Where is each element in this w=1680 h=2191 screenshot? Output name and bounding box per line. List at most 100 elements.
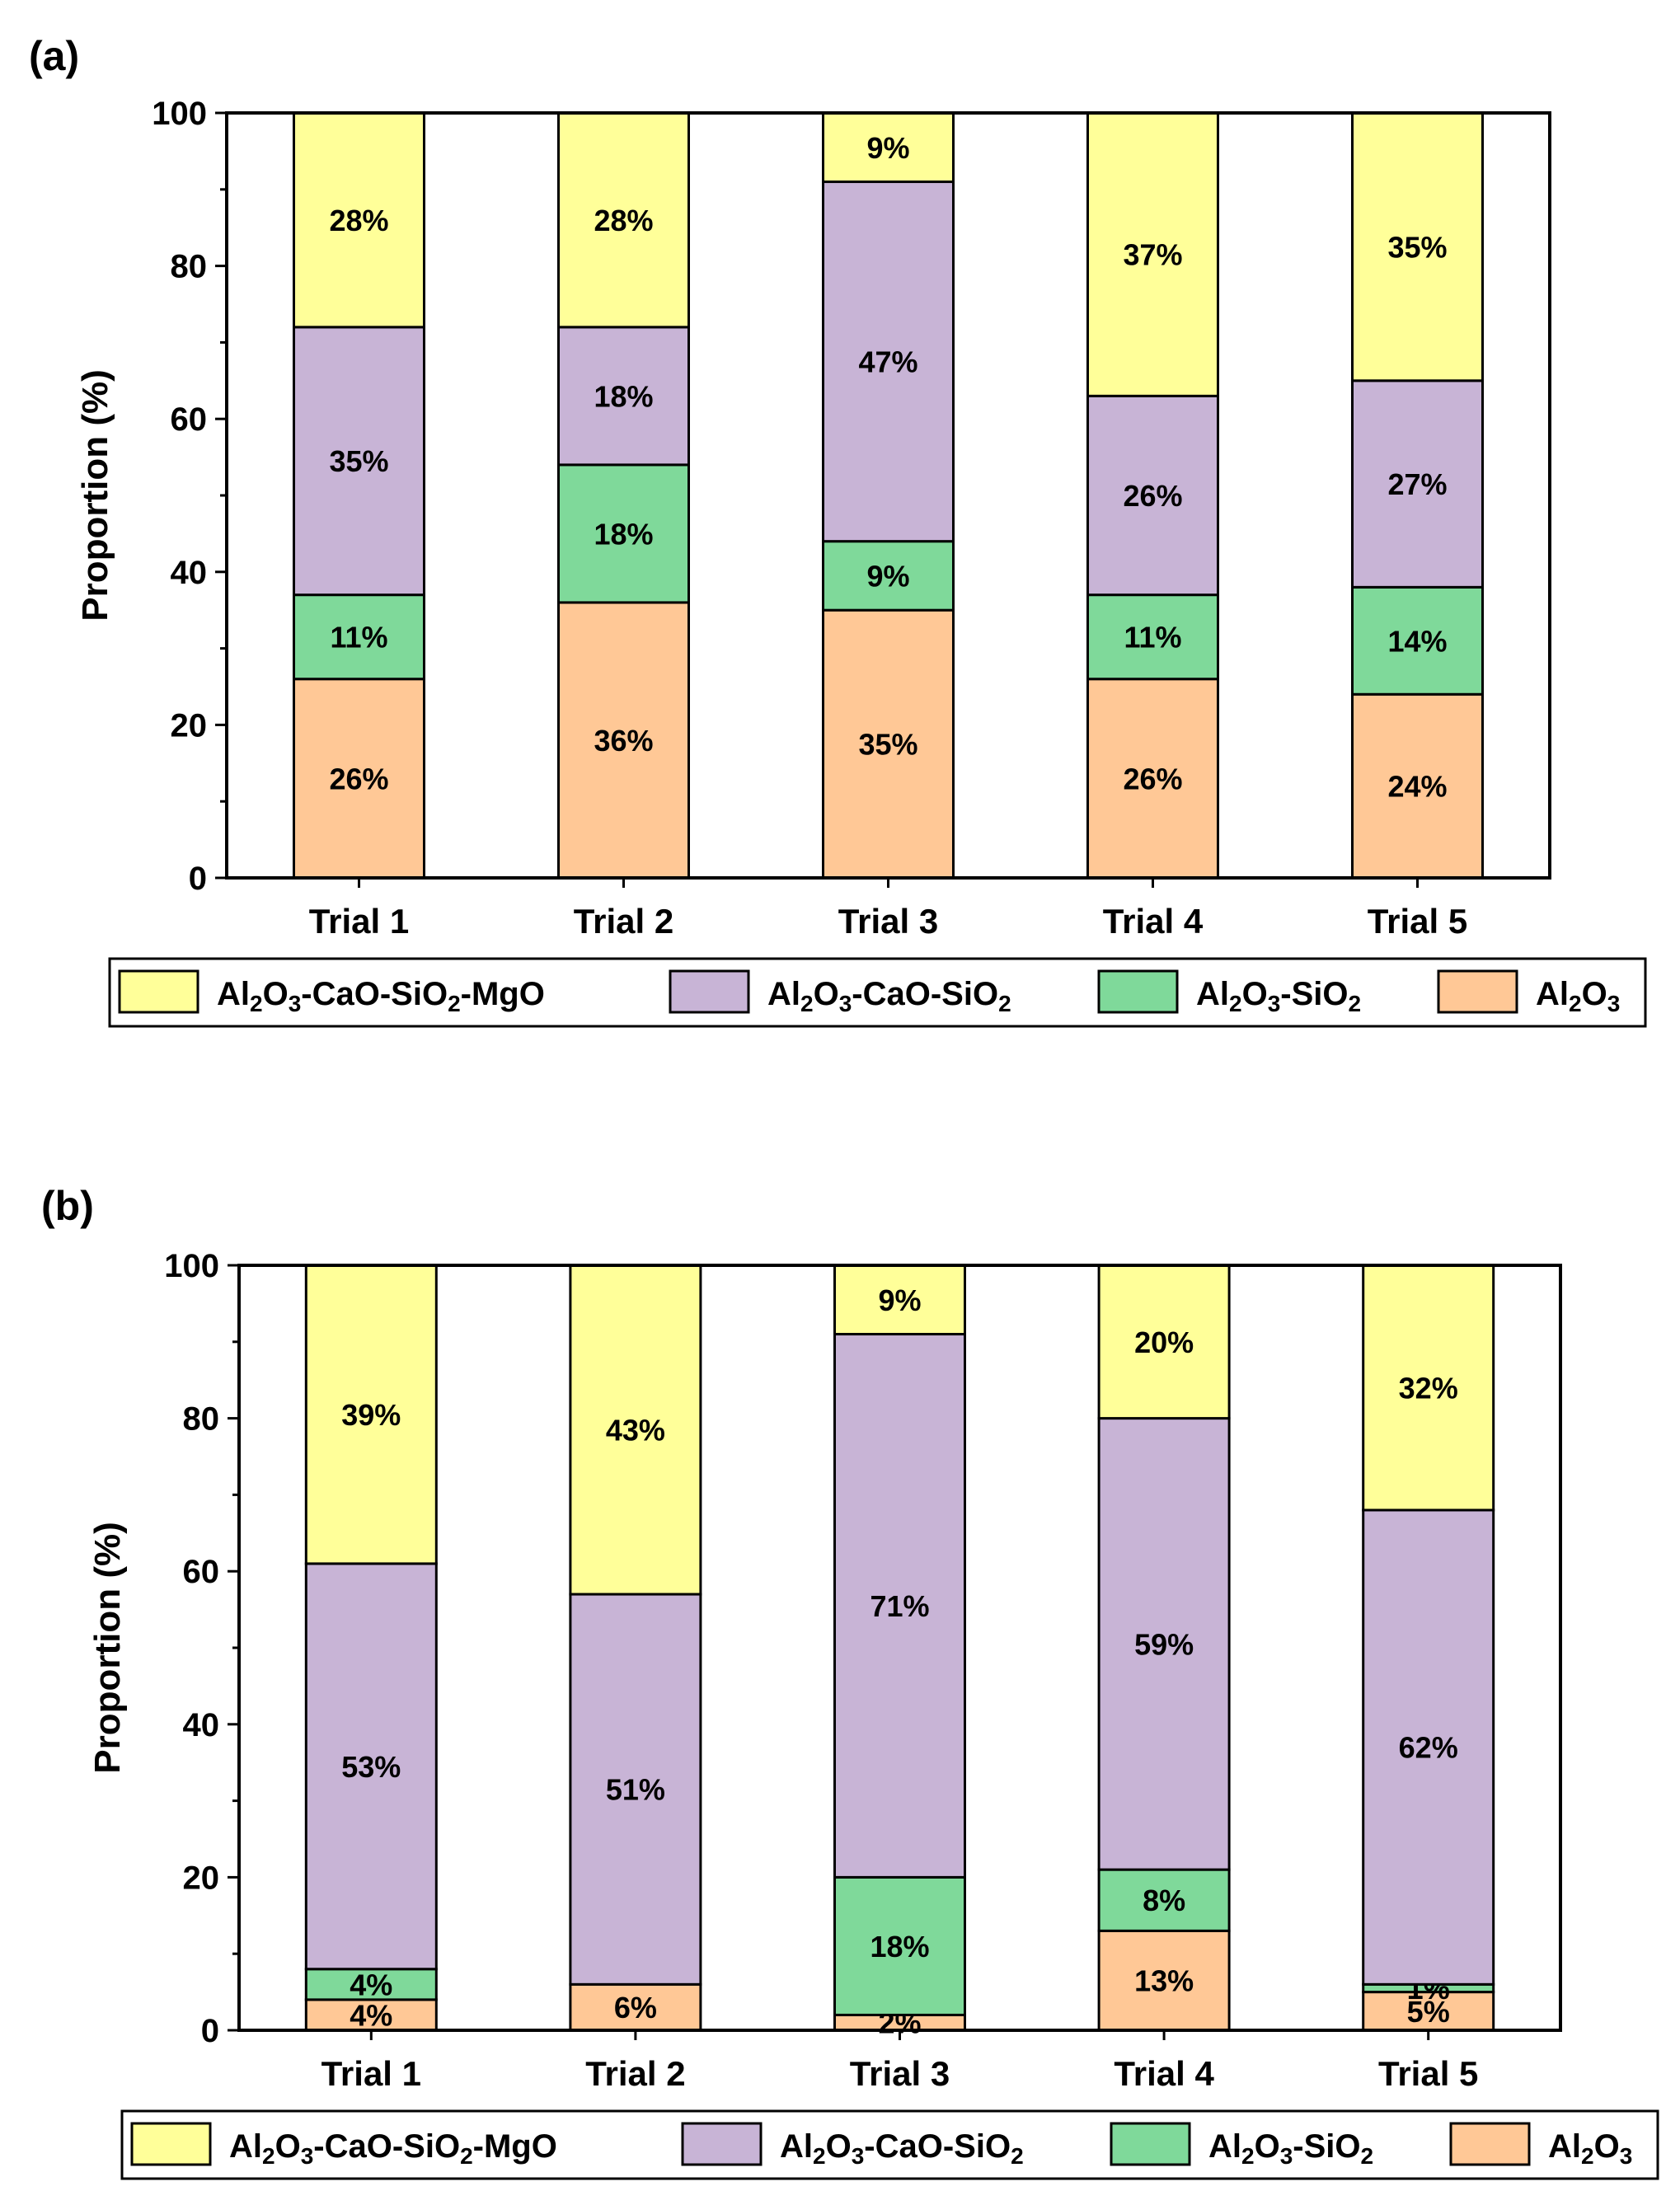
panel-letter: (b) [41, 1183, 94, 1229]
bar-al2o3-sio2-trial-1 [304, 1968, 438, 2001]
legend-label-al2o3-cao-sio2-mgo: Al2O3-CaO-SiO2-MgO [229, 2128, 557, 2169]
legend-swatch-al2o3-cao-sio2-mgo [118, 969, 199, 1014]
bar-al2o3-sio2-trial-4 [1086, 593, 1219, 681]
data-label: 35% [329, 444, 388, 478]
bar-al2o3-cao-sio2-mgo-trial-4 [1086, 111, 1219, 397]
bar-al2o3-trial-5 [1351, 692, 1484, 880]
data-label: 11% [1124, 621, 1181, 654]
data-label: 36% [594, 724, 653, 758]
bar-al2o3-trial-3 [822, 608, 955, 880]
y-tick-label: 60 [183, 1554, 220, 1590]
data-label: 62% [1399, 1731, 1458, 1765]
data-label: 53% [341, 1750, 401, 1784]
legend-label-al2o3: Al2O3 [1536, 976, 1620, 1016]
data-label: 37% [1123, 238, 1182, 272]
bar-al2o3-trial-1 [293, 678, 425, 880]
data-label: 43% [606, 1414, 665, 1447]
bar-al2o3-trial-2 [569, 1982, 702, 2032]
y-axis-label: Proportion (%) [87, 1522, 128, 1774]
bar-al2o3-sio2-trial-1 [293, 593, 425, 681]
legend-swatch-al2o3-cao-sio2-mgo [130, 2122, 212, 2166]
bar-al2o3-cao-sio2-trial-1 [293, 326, 425, 597]
x-tick-label: Trial 2 [585, 2054, 685, 2093]
x-tick-label: Trial 5 [1378, 2054, 1478, 2093]
y-tick-label: 100 [164, 1248, 219, 1284]
legend-label-al2o3-cao-sio2: Al2O3-CaO-SiO2 [767, 976, 1011, 1016]
y-tick-label: 40 [171, 555, 208, 591]
plot-frame [237, 1264, 1562, 2032]
y-tick-label: 60 [171, 401, 208, 438]
y-tick-label: 80 [183, 1401, 220, 1438]
data-label: 13% [1134, 1964, 1194, 1998]
legend-swatch-al2o3-cao-sio2 [669, 969, 750, 1014]
bar-al2o3-cao-sio2-mgo-trial-5 [1351, 111, 1484, 382]
bar-al2o3-cao-sio2-mgo-trial-1 [304, 1264, 438, 1565]
data-label: 18% [870, 1930, 929, 1963]
data-label: 71% [870, 1589, 929, 1623]
y-tick-label: 80 [171, 249, 208, 285]
x-tick-label: Trial 3 [838, 902, 938, 941]
data-label: 9% [866, 131, 909, 165]
chart-panel-b: (b) Proportion (%) 0 20 40 60 80 100 4%4% 53% 39% T… [41, 1183, 1659, 2180]
data-label: 4% [350, 1968, 392, 2001]
bar-al2o3-sio2-trial-2 [557, 463, 690, 604]
y-tick-label: 40 [183, 1707, 220, 1743]
plot-frame [225, 111, 1551, 880]
data-label: 9% [878, 1283, 921, 1317]
y-axis-label: Proportion (%) [75, 369, 115, 622]
data-label: 11% [330, 621, 387, 654]
bar-al2o3-cao-sio2-trial-5 [1351, 379, 1484, 589]
bar-al2o3-cao-sio2-trial-5 [1362, 1508, 1495, 1986]
data-label: 6% [614, 1991, 657, 2024]
bar-al2o3-cao-sio2-mgo-trial-1 [293, 111, 425, 329]
data-label: 18% [594, 517, 653, 551]
bar-al2o3-sio2-trial-4 [1097, 1868, 1231, 1932]
bar-al2o3-cao-sio2-trial-3 [833, 1333, 966, 1879]
x-tick-label: Trial 3 [850, 2054, 950, 2093]
data-label: 9% [866, 559, 909, 593]
bar-al2o3-trial-5 [1362, 1991, 1495, 2032]
bar-al2o3-cao-sio2-mgo-trial-3 [822, 111, 955, 184]
chart-panel-a: (a) Proportion (%) 0 20 40 60 80 100 26% 11% 35% 28… [29, 33, 1647, 1028]
y-tick-label: 0 [189, 861, 207, 897]
data-label: 26% [329, 762, 388, 795]
data-label: 26% [1123, 479, 1182, 513]
legend-swatch-al2o3 [1449, 2122, 1531, 2166]
bar-al2o3-cao-sio2-mgo-trial-2 [557, 111, 690, 329]
x-tick-label: Trial 1 [309, 902, 409, 941]
bar-al2o3-cao-sio2-trial-4 [1097, 1417, 1231, 1871]
y-tick-label: 0 [201, 2013, 219, 2049]
legend-label-al2o3-sio2: Al2O3-SiO2 [1196, 976, 1361, 1016]
data-label: 5% [1407, 1995, 1450, 2029]
data-label: 20% [1134, 1325, 1194, 1359]
data-label: 47% [858, 345, 917, 379]
bar-al2o3-cao-sio2-trial-2 [569, 1593, 702, 1986]
legend-swatch-al2o3-cao-sio2 [681, 2122, 763, 2166]
bar-al2o3-cao-sio2-mgo-trial-5 [1362, 1264, 1495, 1512]
data-label: 32% [1399, 1371, 1458, 1405]
bar-al2o3-cao-sio2-mgo-trial-3 [833, 1264, 966, 1336]
data-label: 28% [329, 204, 388, 237]
data-label: 27% [1387, 467, 1447, 501]
data-label: 24% [1387, 770, 1447, 804]
x-tick-label: Trial 1 [321, 2054, 421, 2093]
legend-frame [108, 957, 1647, 1028]
legend-swatch-al2o3 [1437, 969, 1518, 1014]
data-label: 59% [1134, 1627, 1194, 1661]
legend-label-al2o3-cao-sio2: Al2O3-CaO-SiO2 [780, 2128, 1024, 2169]
x-tick-label: Trial 5 [1368, 902, 1467, 941]
x-tick-label: Trial 4 [1114, 2054, 1214, 2093]
data-label: 39% [341, 1398, 401, 1432]
legend: Al2O3-CaO-SiO2-MgO Al2O3-CaO-SiO2 Al2O3-Si… [108, 957, 1647, 1028]
legend-label-al2o3: Al2O3 [1548, 2128, 1632, 2169]
data-label: 26% [1123, 762, 1182, 795]
x-tick-label: Trial 2 [574, 902, 673, 941]
data-label: 28% [594, 204, 653, 237]
data-label: 51% [606, 1773, 665, 1807]
y-tick-label: 20 [183, 1860, 220, 1896]
data-label: 14% [1387, 624, 1447, 658]
legend: Al2O3-CaO-SiO2-MgO Al2O3-CaO-SiO2 Al2O3-Si… [120, 2109, 1659, 2180]
x-tick-label: Trial 4 [1103, 902, 1204, 941]
data-label: 35% [1387, 230, 1447, 264]
